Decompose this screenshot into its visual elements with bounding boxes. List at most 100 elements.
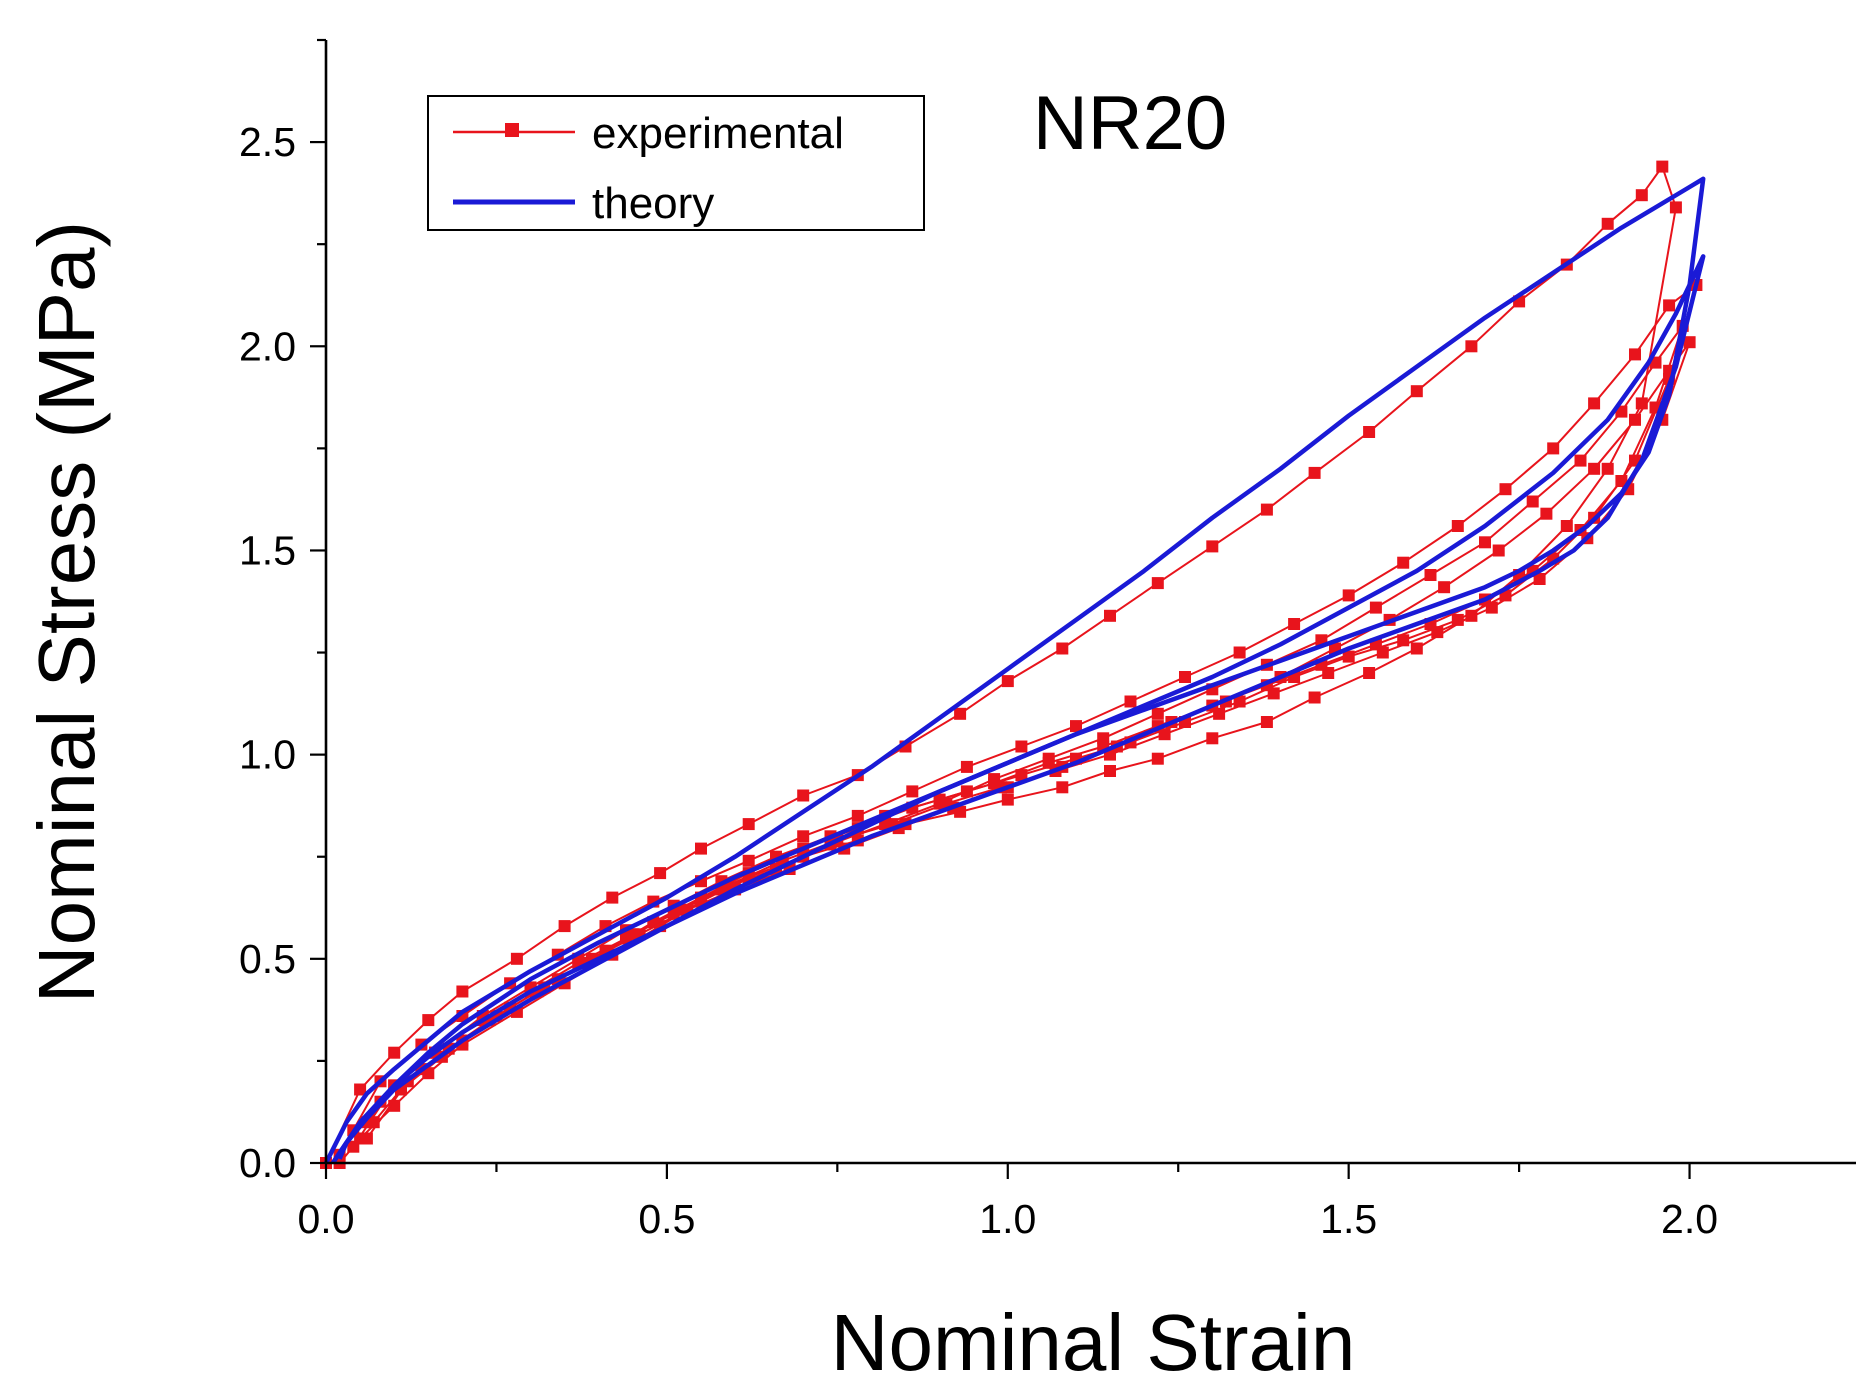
experimental-point xyxy=(1308,466,1321,479)
y-tick-label: 0.5 xyxy=(239,936,296,982)
experimental-point xyxy=(626,928,639,941)
experimental-point xyxy=(960,760,973,773)
legend-experimental-marker xyxy=(505,123,519,137)
experimental-point xyxy=(1342,589,1355,602)
experimental-point xyxy=(1397,556,1410,569)
y-tick-label: 0.0 xyxy=(239,1140,296,1186)
experimental-point xyxy=(1179,671,1191,683)
y-tick-label: 1.0 xyxy=(239,732,296,778)
legend-theory-label: theory xyxy=(592,179,714,228)
experimental-point xyxy=(695,842,707,855)
y-tick-label: 1.5 xyxy=(239,527,296,573)
experimental-point xyxy=(1601,462,1614,475)
experimental-point xyxy=(1363,426,1376,438)
experimental-point xyxy=(1451,613,1464,626)
experimental-point xyxy=(1206,540,1219,553)
experimental-curve-2 xyxy=(352,324,1684,1148)
experimental-point xyxy=(1499,483,1512,496)
x-tick-label: 1.0 xyxy=(979,1196,1036,1242)
experimental-point xyxy=(1213,707,1226,720)
experimental-point xyxy=(1410,385,1423,398)
experimental-point xyxy=(1363,667,1376,679)
experimental-point xyxy=(1260,716,1273,728)
experimental-point xyxy=(1663,299,1676,312)
ticks xyxy=(310,38,1691,1179)
x-tick-label: 1.5 xyxy=(1320,1196,1377,1242)
experimental-point xyxy=(510,952,523,965)
experimental-point xyxy=(1451,520,1464,532)
experimental-point xyxy=(1635,189,1648,202)
experimental-point xyxy=(1322,667,1335,679)
experimental-point xyxy=(1547,442,1560,455)
experimental-point xyxy=(1601,217,1614,230)
experimental-point xyxy=(1533,573,1546,585)
experimental-point xyxy=(1683,336,1696,349)
experimental-point xyxy=(388,1046,401,1059)
experimental-point xyxy=(742,818,755,831)
experimental-point xyxy=(367,1116,380,1129)
axes xyxy=(324,40,1856,1165)
x-tick-labels: 0.0 0.5 1.0 1.5 2.0 xyxy=(298,1196,1719,1242)
experimental-point xyxy=(1629,348,1641,361)
experimental-point xyxy=(1526,495,1539,508)
experimental-point xyxy=(1124,695,1137,708)
experimental-point xyxy=(851,809,864,822)
experimental-point xyxy=(1376,646,1389,659)
x-tick-label: 0.5 xyxy=(638,1196,695,1242)
experimental-point xyxy=(1070,720,1082,733)
experimental-point xyxy=(1151,752,1164,765)
experimental-point xyxy=(1288,618,1301,630)
experimental-point xyxy=(1233,646,1246,659)
experimental-point xyxy=(1001,675,1014,688)
experimental-point xyxy=(1308,691,1321,704)
experimental-point xyxy=(1158,728,1171,741)
experimental-point xyxy=(558,920,571,933)
x-axis-title: Nominal Strain xyxy=(831,1298,1356,1387)
y-tick-labels: 0.0 0.5 1.0 1.5 2.0 2.5 xyxy=(239,119,296,1186)
experimental-point xyxy=(1369,601,1382,614)
experimental-point xyxy=(1479,536,1491,549)
experimental-point xyxy=(1574,454,1587,467)
experimental-point xyxy=(1151,707,1164,720)
experimental-point xyxy=(1656,160,1669,173)
experimental-point xyxy=(1001,793,1014,806)
experimental-point xyxy=(606,891,619,904)
x-tick-label: 0.0 xyxy=(298,1196,355,1242)
experimental-point xyxy=(1588,462,1601,475)
experimental-point xyxy=(1669,201,1682,214)
experimental-point xyxy=(360,1132,373,1145)
y-axis-title: Nominal Stress (MPa) xyxy=(22,221,111,1003)
x-tick-label: 2.0 xyxy=(1661,1196,1718,1242)
experimental-point xyxy=(1267,687,1280,700)
experimental-point xyxy=(1104,765,1116,777)
legend: experimental theory xyxy=(427,95,925,231)
experimental-point xyxy=(742,854,755,867)
experimental-point xyxy=(1056,781,1069,794)
experimental-point xyxy=(954,707,967,720)
experimental-point xyxy=(1151,577,1164,590)
experimental-point xyxy=(354,1083,367,1096)
experimental-point xyxy=(797,789,810,802)
plot-series xyxy=(320,160,1706,1169)
experimental-point xyxy=(906,785,919,798)
experimental-point xyxy=(1485,601,1498,614)
experimental-point xyxy=(1629,413,1641,426)
experimental-point xyxy=(1424,569,1437,581)
experimental-point xyxy=(1056,642,1069,655)
experimental-point xyxy=(1588,397,1601,410)
experimental-point xyxy=(456,985,469,998)
experimental-point xyxy=(1540,507,1553,520)
experimental-point xyxy=(1431,626,1444,639)
experimental-point xyxy=(347,1140,360,1153)
experimental-point xyxy=(1438,581,1451,594)
experimental-point xyxy=(1560,520,1573,532)
theory-curve-1 xyxy=(330,254,1706,1165)
experimental-curve-3 xyxy=(366,341,1691,1140)
y-tick-label: 2.0 xyxy=(239,323,296,369)
legend-experimental-label: experimental xyxy=(592,109,844,158)
chart-title: NR20 xyxy=(1033,81,1227,166)
experimental-point xyxy=(1492,544,1505,557)
experimental-point xyxy=(1015,740,1028,753)
theory-curve-0 xyxy=(323,176,1706,1165)
